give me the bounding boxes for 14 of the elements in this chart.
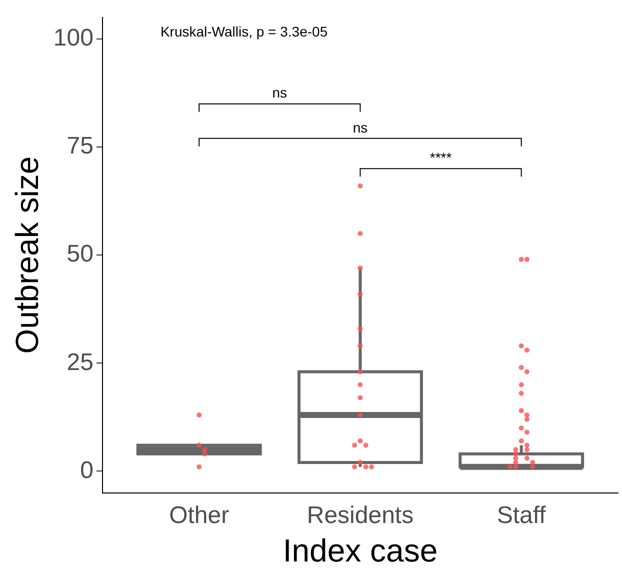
annotation: Kruskal-Wallis, p = 3.3e-05: [160, 23, 328, 40]
x-axis-title: Index case: [282, 532, 438, 569]
y-tick-label: 50: [66, 240, 94, 268]
x-tick-label: Other: [169, 502, 230, 529]
x-tick-label: Staff: [496, 502, 546, 529]
y-axis-title: Outbreak size: [9, 156, 46, 354]
y-tick-label: 25: [66, 348, 94, 376]
y-tick-label: 0: [80, 456, 94, 484]
annotation: ns: [352, 119, 368, 136]
y-tick-label: 100: [53, 24, 94, 52]
x-tick-label: Residents: [306, 502, 414, 529]
annotation: ****: [430, 150, 452, 166]
annotation: ns: [272, 84, 288, 101]
y-tick-label: 75: [66, 132, 94, 160]
